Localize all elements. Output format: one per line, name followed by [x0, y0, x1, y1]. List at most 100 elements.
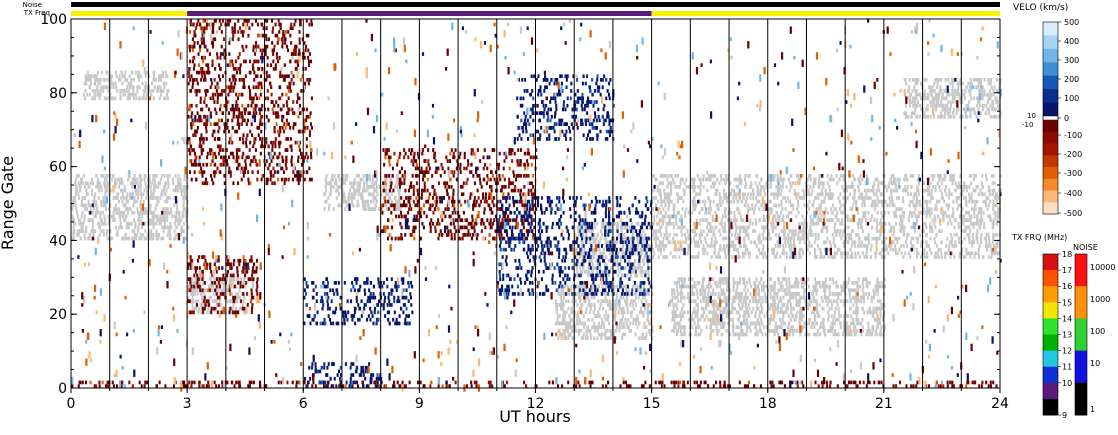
scatter-cell [937, 255, 940, 259]
scatter-cell [630, 221, 633, 226]
scatter-cell [167, 177, 170, 182]
scatter-cell [618, 329, 621, 333]
scatter-cell [967, 251, 970, 256]
scatter-cell [367, 185, 370, 189]
scatter-cell [808, 229, 811, 233]
scatter-cell [622, 306, 625, 311]
scatter-cell [898, 236, 901, 241]
scatter-cell [352, 203, 355, 208]
scatter-cell [714, 292, 717, 296]
scatter-cell [361, 199, 364, 204]
scatter-cell [180, 188, 183, 193]
scatter-cell [576, 303, 579, 307]
scatter-cell [881, 203, 884, 208]
scatter-cell [616, 225, 619, 230]
scatter-cell [385, 203, 388, 208]
scatter-cell [608, 303, 611, 307]
scatter-cell [104, 203, 107, 208]
scatter-cell [596, 269, 599, 274]
scatter-cell [140, 196, 143, 200]
scatter-cell [687, 210, 690, 215]
scatter-cell [888, 221, 891, 226]
scatter-cell [967, 192, 970, 197]
scatter-cell [962, 188, 965, 193]
scatter-cell [950, 214, 953, 219]
scatter-cell [610, 251, 613, 256]
scatter-cell [914, 214, 917, 219]
scatter-cell [156, 89, 159, 93]
scatter-cell [236, 277, 239, 281]
scatter-cell [582, 233, 585, 237]
scatter-cell [136, 196, 139, 200]
scatter-cell [658, 240, 661, 245]
scatter-cell [667, 207, 670, 211]
scatter-cell [636, 314, 639, 318]
scatter-cell [801, 329, 804, 333]
scatter-cell [866, 255, 869, 259]
txfreq-segment-1 [187, 11, 652, 16]
scatter-cell [120, 210, 123, 215]
scatter-cell [653, 196, 656, 200]
scatter-cell [887, 251, 890, 256]
scatter-cell [359, 181, 362, 186]
scatter-cell [587, 273, 590, 278]
scatter-cell [195, 288, 198, 293]
scatter-cell [634, 295, 637, 300]
scatter-cell [799, 247, 802, 252]
scatter-cell [559, 303, 562, 307]
scatter-cell [616, 266, 619, 270]
scatter-cell [815, 207, 818, 211]
scatter-cell [604, 295, 607, 300]
scatter-cell [877, 199, 880, 204]
scatter-cell [677, 196, 680, 200]
scatter-cell [674, 218, 677, 222]
scatter-cell [583, 321, 586, 326]
scatter-cell [881, 284, 884, 289]
scatter-cell [176, 177, 179, 182]
scatter-cell [765, 255, 768, 259]
scatter-cell [896, 177, 899, 182]
scatter-cell [90, 192, 93, 197]
scatter-cell [685, 177, 688, 182]
scatter-cell [150, 196, 153, 200]
scatter-cell [679, 185, 682, 189]
scatter-cell [757, 236, 760, 241]
scatter-cell [146, 92, 149, 97]
scatter-cell [996, 251, 999, 256]
scatter-cell [568, 314, 571, 318]
scatter-cell [723, 210, 726, 215]
scatter-cell [670, 188, 673, 193]
scatter-cell [790, 203, 793, 208]
scatter-cell [388, 181, 391, 186]
scatter-cell [928, 188, 931, 193]
scatter-cell [657, 236, 660, 241]
scatter-cell [153, 74, 156, 79]
scatter-cell [890, 240, 893, 245]
scatter-cell [577, 262, 580, 267]
scatter-cell [86, 92, 89, 97]
scatter-cell [866, 247, 869, 252]
scatter-cell [967, 210, 970, 215]
scatter-cell [140, 177, 143, 182]
scatter-cell [144, 229, 147, 233]
scatter-cell [342, 177, 345, 182]
scatter-cell [773, 247, 776, 252]
scatter-cell [592, 236, 595, 241]
scatter-cell [672, 306, 675, 311]
scatter-cell [560, 336, 563, 340]
scatter-cell [338, 174, 341, 178]
scatter-cell [85, 74, 88, 79]
scatter-cell [230, 292, 233, 296]
scatter-cell [127, 96, 130, 101]
scatter-cell [104, 85, 107, 90]
scatter-cell [637, 229, 640, 233]
scatter-cell [836, 247, 839, 252]
scatter-cell [146, 185, 149, 189]
scatter-cell [624, 255, 627, 259]
scatter-cell [560, 303, 563, 307]
scatter-cell [926, 251, 929, 256]
scatter-cell [647, 314, 650, 318]
scatter-cell [742, 314, 745, 318]
scatter-cell [665, 233, 668, 237]
scatter-cell [744, 174, 747, 178]
